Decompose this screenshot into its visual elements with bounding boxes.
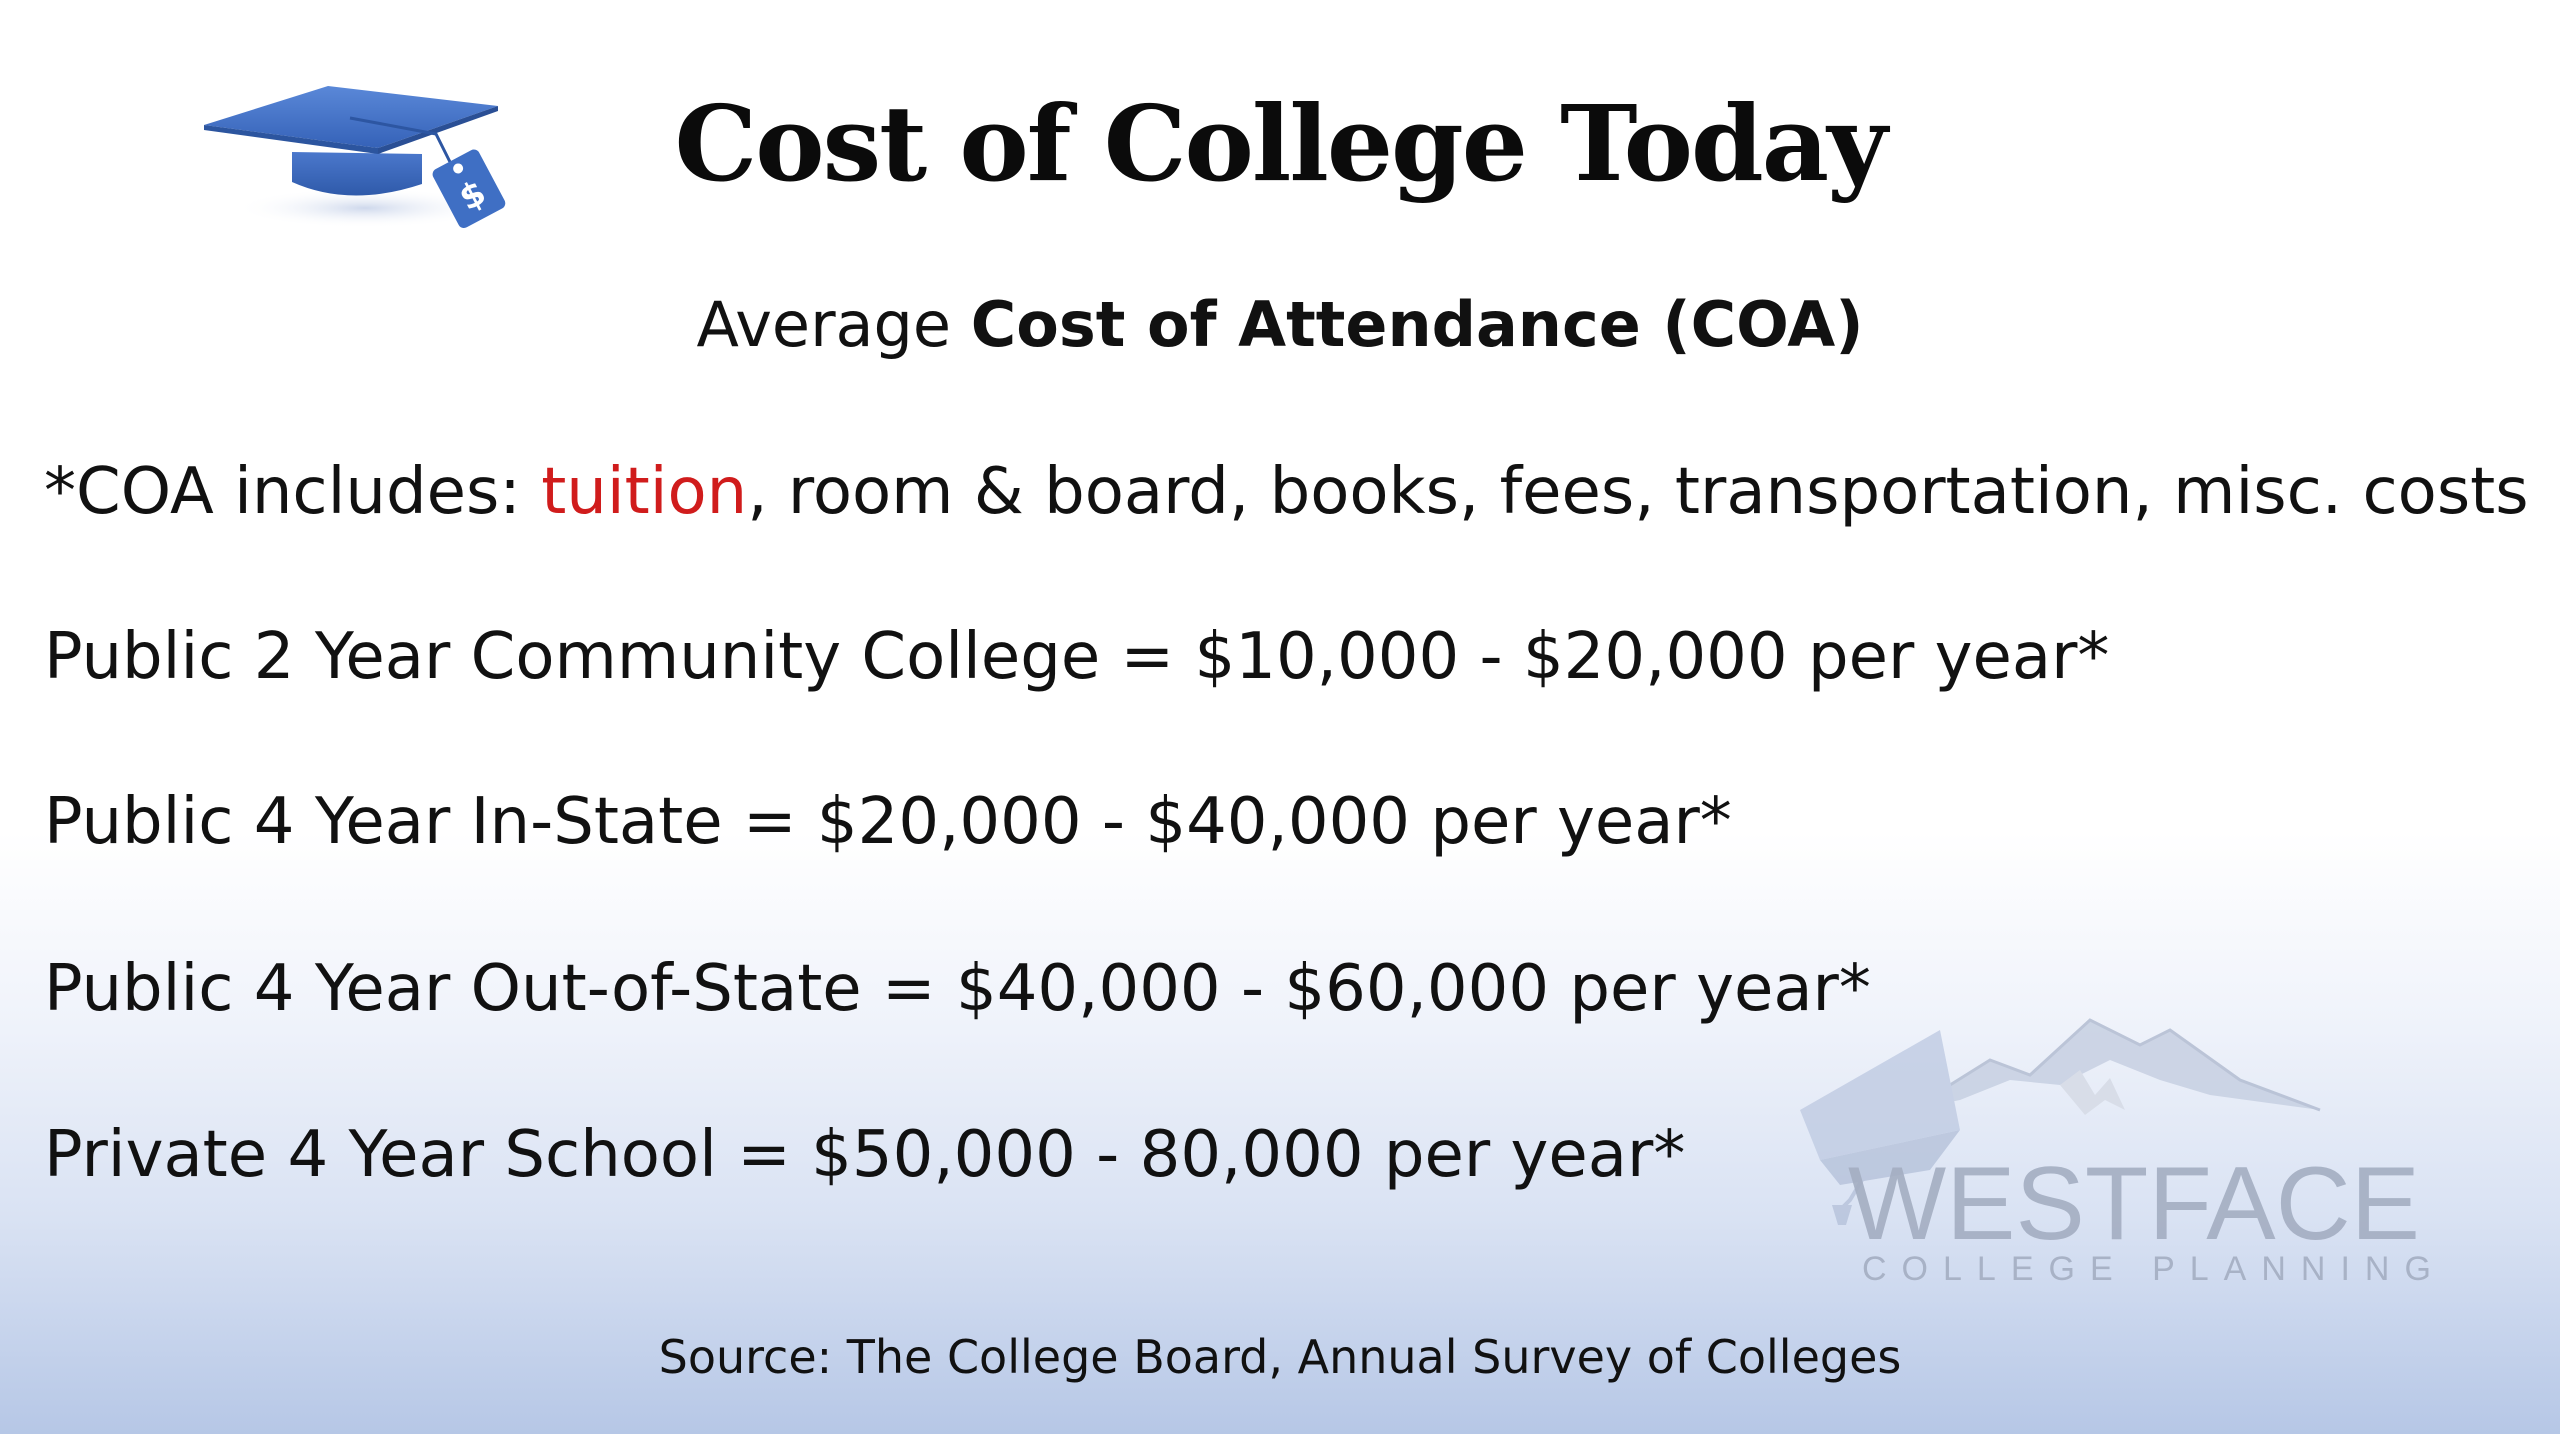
coa-prefix: *COA includes:	[44, 455, 542, 529]
coa-rest: , room & board, books, fees, transportat…	[747, 455, 2529, 529]
watermark-name: WESTFACE	[1848, 1146, 2421, 1262]
page-title: Cost of College Today	[674, 82, 1887, 205]
coa-highlight-tuition: tuition	[541, 455, 748, 529]
cost-line-out-of-state: Public 4 Year Out-of-State = $40,000 - $…	[44, 952, 1871, 1026]
coa-includes-line: *COA includes: tuition, room & board, bo…	[44, 455, 2529, 529]
subtitle-prefix: Average	[696, 288, 971, 361]
watermark-tagline: COLLEGE PLANNING	[1862, 1250, 2446, 1288]
cost-line-private: Private 4 Year School = $50,000 - 80,000…	[44, 1118, 1686, 1192]
cost-line-in-state: Public 4 Year In-State = $20,000 - $40,0…	[44, 785, 1732, 859]
subtitle-strong: Cost of Attendance (COA)	[970, 288, 1864, 361]
cost-line-community-college: Public 2 Year Community College = $10,00…	[44, 620, 2110, 694]
subtitle: Average Cost of Attendance (COA)	[0, 288, 2560, 361]
source-note: Source: The College Board, Annual Survey…	[658, 1330, 1902, 1384]
westface-logo-icon	[1800, 1018, 2321, 1225]
graduation-cap-icon: $	[204, 86, 506, 229]
